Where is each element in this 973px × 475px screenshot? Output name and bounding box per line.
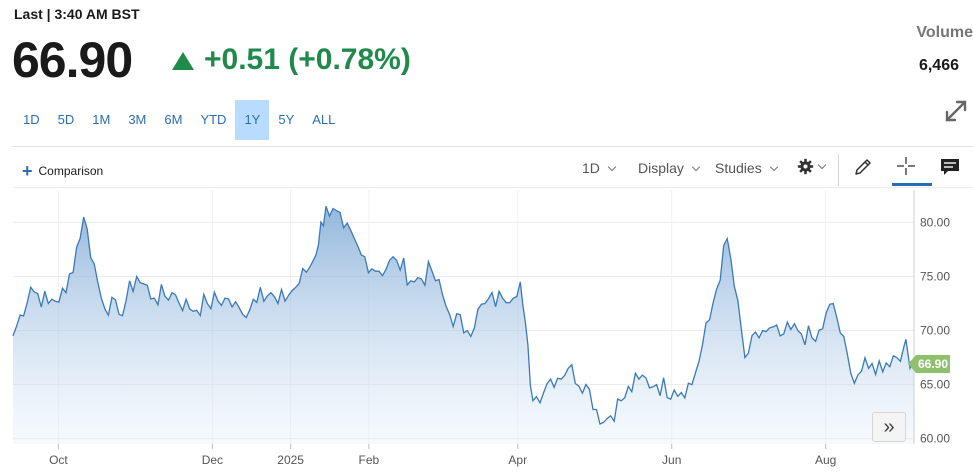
studies-dropdown[interactable]: Studies [715,160,778,176]
chevron-down-icon [607,162,617,171]
chevron-down-icon [769,162,778,171]
y-tick-label: 70.00 [920,324,950,338]
last-price: 66.90 [12,32,133,88]
price-line [12,205,915,426]
price-chart[interactable]: 80.00 75.00 70.00 65.00 60.00 Oct Dec 2025 Feb A… [0,188,973,475]
scroll-right-button[interactable]: » [872,412,906,442]
display-label: Display [638,160,684,176]
divider [13,146,973,147]
gear-icon [797,158,814,175]
x-tick-label: Oct [49,453,68,467]
interval-label: 1D [582,160,600,176]
last-trade-time: Last | 3:40 AM BST [14,6,140,22]
studies-label: Studies [715,160,762,176]
plus-icon: + [22,161,33,181]
x-tick-label: Jun [662,453,681,467]
toolbar-divider [838,154,839,186]
comparison-button[interactable]: + Comparison [22,161,104,181]
range-tab-1y[interactable]: 1Y [235,100,270,140]
change-value: +0.51 (+0.78%) [204,43,411,76]
range-tab-1d[interactable]: 1D [23,112,40,127]
crosshair-icon[interactable] [896,156,916,176]
volume-value: 6,466 [918,57,959,74]
range-tab-ytd[interactable]: YTD [200,112,227,127]
x-tick-label: Dec [202,453,223,467]
active-tool-indicator [892,183,932,186]
price-area-fill [13,206,914,444]
y-tick-label: 60.00 [920,432,950,446]
price-change: +0.51 (+0.78%) [172,43,411,77]
interval-dropdown[interactable]: 1D [582,160,617,176]
y-tick-label: 80.00 [920,215,950,229]
range-tab-3m[interactable]: 3M [128,112,147,127]
volume-label: Volume [916,24,973,41]
x-tick-label: Apr [508,453,527,467]
range-tab-1m[interactable]: 1M [92,112,111,127]
x-tick-label: 2025 [277,453,304,467]
y-tick-label: 65.00 [920,378,950,392]
chart-top-border [13,187,973,188]
double-chevron-right-icon: » [883,415,895,438]
range-tab-5y[interactable]: 5Y [278,112,295,127]
settings-dropdown[interactable] [797,158,827,175]
x-tick-label: Aug [815,453,836,467]
chevron-down-icon [691,162,701,171]
up-triangle-icon [172,52,194,70]
x-tick-label: Feb [359,453,380,467]
range-tab-6m[interactable]: 6M [164,112,183,127]
comparison-label: Comparison [38,164,104,178]
comment-icon[interactable] [940,158,960,176]
last-price-tag-label: 66.90 [918,357,948,371]
range-tabs: 1D 5D 1M 3M 6M YTD 1Y 5Y ALL [14,100,344,140]
range-tab-all[interactable]: ALL [312,112,336,127]
chevron-down-icon [817,160,827,170]
expand-icon[interactable] [943,98,969,124]
last-price-tag: 66.90 [908,355,950,374]
display-dropdown[interactable]: Display [638,160,701,176]
range-tab-5d[interactable]: 5D [57,112,75,127]
last-price-tag-shape [908,355,950,374]
y-tick-label: 75.00 [920,269,950,283]
pencil-icon[interactable] [853,157,873,177]
